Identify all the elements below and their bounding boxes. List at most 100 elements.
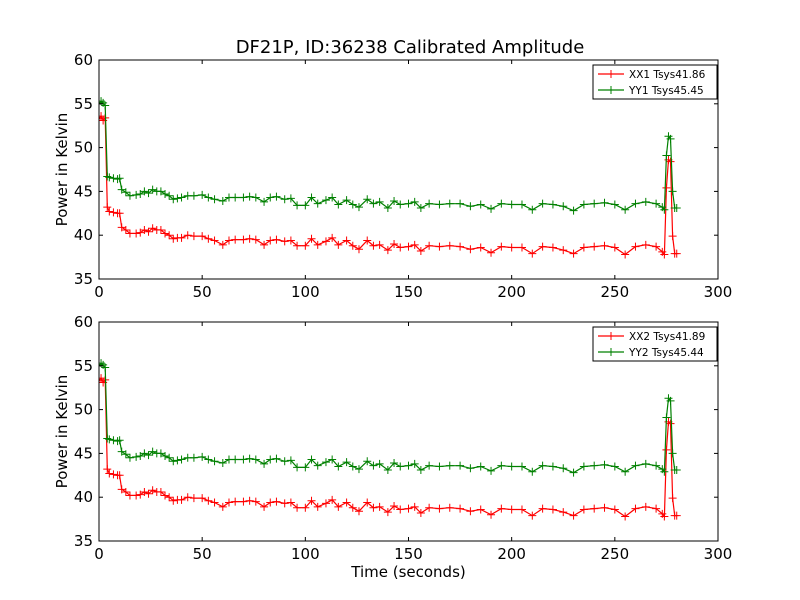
data-point-yy2: [101, 363, 110, 372]
data-point-yy1: [590, 199, 599, 208]
data-point-yy1: [156, 187, 165, 196]
data-point-yy1: [177, 193, 186, 202]
data-point-yy2: [161, 452, 170, 461]
data-point-yy2: [165, 453, 174, 462]
data-point-yy1: [668, 187, 677, 196]
data-point-yy1: [173, 194, 182, 203]
data-point-yy2: [307, 455, 316, 464]
data-point-xx1: [286, 236, 295, 245]
data-point-yy2: [218, 459, 227, 468]
data-point-yy1: [610, 200, 619, 209]
data-point-xx1: [161, 229, 170, 238]
data-point-xx2: [662, 445, 671, 454]
data-point-xx1: [666, 157, 675, 166]
data-point-xx1: [641, 240, 650, 249]
y-tick-label: 40: [74, 488, 93, 506]
data-point-xx2: [99, 376, 103, 385]
data-point-yy1: [369, 199, 378, 208]
data-point-xx1: [610, 243, 619, 252]
legend-item-xx2: XX2 Tsys41.89: [598, 331, 705, 343]
data-point-xx2: [348, 503, 357, 512]
legend-label: XX2 Tsys41.89: [629, 331, 705, 343]
data-point-yy2: [189, 453, 198, 462]
data-point-yy2: [136, 452, 145, 461]
data-point-yy1: [342, 196, 351, 205]
data-point-xx1: [328, 233, 337, 242]
legend-item-xx1: XX1 Tsys41.86: [598, 69, 706, 81]
data-point-yy1: [476, 200, 485, 209]
data-point-yy1: [105, 173, 114, 182]
legend: XX1 Tsys41.86 YY1 Tsys45.45: [592, 64, 718, 100]
data-point-xx2: [165, 493, 174, 502]
data-point-xx2: [621, 512, 630, 521]
data-point-xx2: [487, 510, 496, 519]
data-point-yy1: [286, 194, 295, 203]
data-point-xx2: [354, 507, 363, 516]
y-tick-label: 50: [74, 401, 93, 419]
data-point-xx1: [121, 225, 130, 234]
data-point-xx2: [383, 508, 392, 517]
data-point-yy2: [548, 462, 557, 471]
data-point-yy2: [272, 454, 281, 463]
data-point-xx2: [115, 471, 124, 480]
data-point-yy1: [272, 192, 281, 201]
data-point-yy2: [266, 455, 275, 464]
data-point-yy2: [559, 464, 568, 473]
data-point-yy2: [383, 466, 392, 475]
data-point-yy2: [445, 461, 454, 470]
data-point-yy2: [569, 468, 578, 477]
x-tick-label: 150: [394, 545, 423, 563]
data-point-xx2: [239, 497, 248, 506]
data-point-yy2: [121, 450, 130, 459]
data-point-xx2: [334, 502, 343, 511]
data-point-yy2: [103, 434, 112, 443]
data-point-xx1: [301, 241, 310, 250]
data-point-xx1: [165, 231, 174, 240]
data-point-yy1: [161, 190, 170, 199]
data-point-xx2: [342, 498, 351, 507]
data-point-xx2: [177, 495, 186, 504]
data-point-yy2: [260, 459, 269, 468]
data-point-yy2: [456, 461, 465, 470]
data-point-yy2: [631, 461, 640, 470]
data-point-xx2: [183, 493, 192, 502]
data-point-yy1: [538, 199, 547, 208]
data-point-xx1: [307, 234, 316, 243]
data-point-yy2: [334, 462, 343, 471]
legend-label: YY2 Tsys45.44: [628, 347, 704, 359]
data-point-yy2: [487, 466, 496, 475]
data-point-xx1: [245, 234, 254, 243]
data-point-yy1: [348, 200, 357, 209]
data-point-xx2: [425, 503, 434, 512]
data-point-xx2: [189, 494, 198, 503]
data-point-yy2: [590, 461, 599, 470]
data-point-yy2: [328, 455, 337, 464]
y-axis-label: Power in Kelvin: [53, 113, 71, 227]
data-point-xx1: [260, 240, 269, 249]
data-point-xx2: [99, 374, 106, 383]
y-tick-label: 35: [74, 532, 93, 550]
legend-label: XX1 Tsys41.86: [629, 69, 706, 81]
data-point-yy1: [140, 187, 149, 196]
data-point-yy1: [328, 193, 337, 202]
x-tick-label: 150: [394, 283, 423, 301]
data-point-yy2: [342, 458, 351, 467]
data-point-xx2: [410, 502, 419, 511]
data-point-yy2: [348, 462, 357, 471]
data-point-xx1: [538, 242, 547, 251]
data-point-xx2: [210, 498, 219, 507]
data-point-yy2: [363, 457, 372, 466]
data-point-xx2: [231, 497, 240, 506]
data-point-xx1: [210, 236, 219, 245]
data-point-yy1: [466, 202, 475, 211]
data-point-yy2: [286, 456, 295, 465]
data-point-yy1: [416, 204, 425, 213]
y-tick-label: 45: [74, 444, 93, 462]
data-point-yy2: [293, 463, 302, 472]
chart-panel-top: 0 50 100 150 200 250 300 35 40 45 50 55 60 Power in K…: [53, 51, 732, 301]
data-point-yy2: [404, 461, 413, 470]
data-point-xx2: [569, 511, 578, 520]
data-point-xx2: [600, 503, 609, 512]
data-point-yy1: [390, 197, 399, 206]
data-point-yy1: [148, 185, 157, 194]
